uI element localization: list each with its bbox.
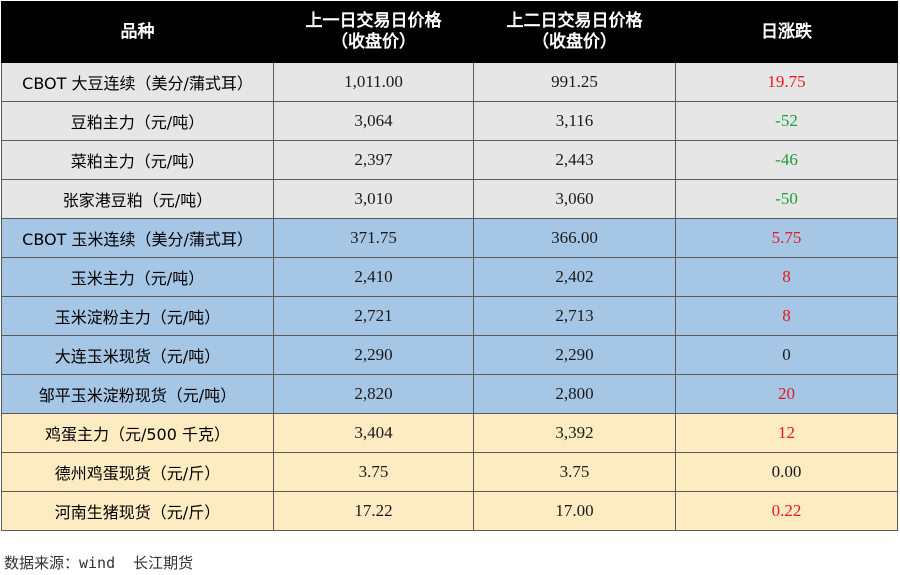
table-row: 邹平玉米淀粉现货（元/吨） 2,820 2,800 20 [1,374,898,414]
table-row: 鸡蛋主力（元/500 千克） 3,404 3,392 12 [1,413,898,453]
prev2-price-cell: 3,060 [473,179,676,219]
variety-cell: CBOT 大豆连续（美分/蒲式耳） [1,62,274,102]
table-row: 玉米淀粉主力（元/吨） 2,721 2,713 8 [1,296,898,336]
price-table-container: 品种 上一日交易日价格 （收盘价） 上二日交易日价格 （收盘价） 日涨跌 CBO… [1,1,898,531]
header-change-label: 日涨跌 [761,21,812,42]
variety-cell: 豆粕主力（元/吨） [1,101,274,141]
table-row: 菜粕主力（元/吨） 2,397 2,443 -46 [1,140,898,180]
daily-change-cell: 19.75 [675,62,898,102]
table-row: 大连玉米现货（元/吨） 2,290 2,290 0 [1,335,898,375]
prev1-price-cell: 17.22 [273,491,474,531]
prev2-price-cell: 991.25 [473,62,676,102]
header-prev1: 上一日交易日价格 （收盘价） [273,1,474,63]
table-row: 豆粕主力（元/吨） 3,064 3,116 -52 [1,101,898,141]
prev1-price-cell: 3,064 [273,101,474,141]
prev1-price-cell: 3,404 [273,413,474,453]
header-prev2-line1: 上二日交易日价格 [506,11,643,31]
header-row: 品种 上一日交易日价格 （收盘价） 上二日交易日价格 （收盘价） 日涨跌 [1,1,898,63]
daily-change-cell: 20 [675,374,898,414]
variety-cell: 德州鸡蛋现货（元/斤） [1,452,274,492]
header-prev2: 上二日交易日价格 （收盘价） [473,1,676,63]
daily-change-cell: -46 [675,140,898,180]
daily-change-cell: -52 [675,101,898,141]
variety-cell: 河南生猪现货（元/斤） [1,491,274,531]
prev2-price-cell: 2,800 [473,374,676,414]
prev2-price-cell: 2,290 [473,335,676,375]
variety-cell: 邹平玉米淀粉现货（元/吨） [1,374,274,414]
prev2-price-cell: 17.00 [473,491,676,531]
daily-change-cell: 5.75 [675,218,898,258]
prev1-price-cell: 1,011.00 [273,62,474,102]
header-prev2-line2: （收盘价） [532,32,617,52]
prev1-price-cell: 2,397 [273,140,474,180]
daily-change-cell: 12 [675,413,898,453]
prev2-price-cell: 2,402 [473,257,676,297]
variety-cell: 鸡蛋主力（元/500 千克） [1,413,274,453]
table-row: 德州鸡蛋现货（元/斤） 3.75 3.75 0.00 [1,452,898,492]
prev2-price-cell: 3.75 [473,452,676,492]
daily-change-cell: 0.00 [675,452,898,492]
table-header: 品种 上一日交易日价格 （收盘价） 上二日交易日价格 （收盘价） 日涨跌 [1,1,898,63]
variety-cell: 玉米主力（元/吨） [1,257,274,297]
prev1-price-cell: 3.75 [273,452,474,492]
prev1-price-cell: 2,721 [273,296,474,336]
header-variety: 品种 [1,1,274,63]
header-prev1-line2: （收盘价） [331,32,416,52]
prev1-price-cell: 3,010 [273,179,474,219]
prev1-price-cell: 2,290 [273,335,474,375]
prev2-price-cell: 3,116 [473,101,676,141]
data-source-note: 数据来源：wind 长江期货 [4,554,194,572]
daily-change-cell: 0 [675,335,898,375]
prev2-price-cell: 2,443 [473,140,676,180]
table-row: 河南生猪现货（元/斤） 17.22 17.00 0.22 [1,491,898,531]
daily-change-cell: 8 [675,296,898,336]
daily-change-cell: -50 [675,179,898,219]
variety-cell: 张家港豆粕（元/吨） [1,179,274,219]
table-row: 玉米主力（元/吨） 2,410 2,402 8 [1,257,898,297]
prev2-price-cell: 366.00 [473,218,676,258]
table-row: CBOT 玉米连续（美分/蒲式耳） 371.75 366.00 5.75 [1,218,898,258]
prev1-price-cell: 2,820 [273,374,474,414]
variety-cell: 玉米淀粉主力（元/吨） [1,296,274,336]
table-row: CBOT 大豆连续（美分/蒲式耳） 1,011.00 991.25 19.75 [1,62,898,102]
table-row: 张家港豆粕（元/吨） 3,010 3,060 -50 [1,179,898,219]
daily-change-cell: 0.22 [675,491,898,531]
variety-cell: 大连玉米现货（元/吨） [1,335,274,375]
price-table: 品种 上一日交易日价格 （收盘价） 上二日交易日价格 （收盘价） 日涨跌 CBO… [1,1,898,531]
prev1-price-cell: 2,410 [273,257,474,297]
prev1-price-cell: 371.75 [273,218,474,258]
variety-cell: 菜粕主力（元/吨） [1,140,274,180]
prev2-price-cell: 3,392 [473,413,676,453]
daily-change-cell: 8 [675,257,898,297]
prev2-price-cell: 2,713 [473,296,676,336]
header-change: 日涨跌 [675,1,898,63]
header-prev1-line1: 上一日交易日价格 [305,11,442,31]
header-variety-label: 品种 [120,21,155,42]
table-body: CBOT 大豆连续（美分/蒲式耳） 1,011.00 991.25 19.75 豆粕主力… [1,62,898,531]
variety-cell: CBOT 玉米连续（美分/蒲式耳） [1,218,274,258]
